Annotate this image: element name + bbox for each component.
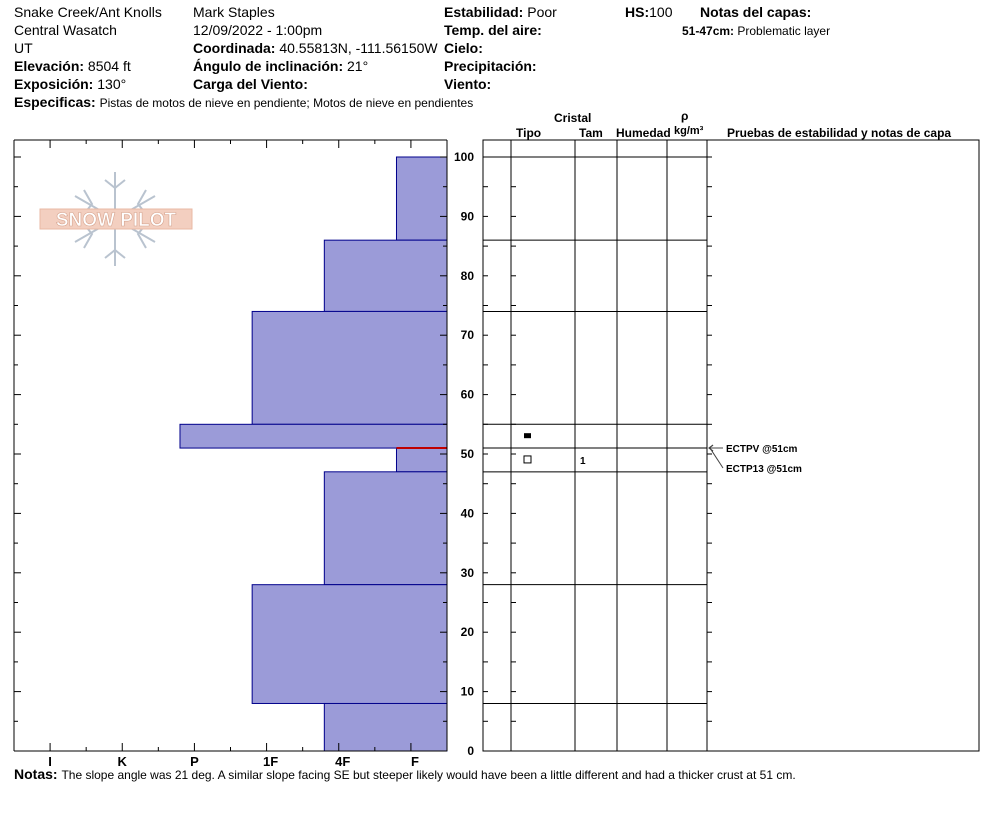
coordinates-row: Coordinada: 40.55813N, -111.56150W [193,40,438,56]
elevation-row: Elevación: 8504 ft [14,58,131,74]
stability-test-label-1: ECTP13 @51cm [726,464,802,475]
layer-note-row: 51-47cm: Problematic layer [682,23,830,39]
coordinates-value: 40.55813N, -111.56150W [279,40,438,56]
col-density-unit: kg/m³ [674,125,704,137]
grain-symbol-filled-square [524,433,531,439]
layer-note-depth: 51-47cm: [682,24,735,38]
specifics-label: Especificas: [14,94,96,110]
wind-label: Viento: [444,76,492,92]
coordinates-label: Coordinada: [193,40,276,56]
depth-label-90: 90 [461,209,475,223]
elevation-label: Elevación: [14,58,85,74]
precipitation-label: Precipitación: [444,58,537,74]
depth-label-80: 80 [461,269,475,283]
slope-angle-label: Ángulo de inclinación: [193,58,344,74]
air-temp-label: Temp. del aire: [444,22,542,38]
depth-label-70: 70 [461,328,475,342]
logo-wordmark: SNOW PILOT [56,210,177,231]
mountain-range: Central Wasatch [14,22,117,38]
specifics-value: Pistas de motos de nieve en pendiente; M… [99,96,474,110]
hardness-bar-6 [251,584,448,704]
depth-label-10: 10 [461,685,475,699]
specifics-row: Especificas: Pistas de motos de nieve en… [14,94,473,111]
depth-label-20: 20 [461,625,475,639]
depth-label-100: 100 [454,150,474,164]
hardness-axis: I K P 1F 4F F [48,140,419,769]
col-tipo: Tipo [516,126,542,140]
hardness-tick-label-I: I [48,754,52,769]
stability-label: Estabilidad: [444,4,524,20]
grain-symbol-open-square [523,455,532,464]
hardness-bar-0 [395,156,448,241]
arrow-head-icon [708,444,714,452]
snowpilot-logo-text: SNOW PILOT [39,208,193,231]
datetime: 12/09/2022 - 1:00pm [193,22,323,38]
location: Snake Creek/Ant Knolls [14,4,162,20]
col-rho: ρ [681,109,689,123]
hardness-bar-4 [395,447,448,473]
hardness-bar-1 [323,239,448,312]
notes-label: Notas: [14,766,58,782]
hardness-bar-3 [179,423,448,449]
hardness-tick-label-4F: 4F [335,754,350,769]
observer: Mark Staples [193,4,275,20]
depth-label-60: 60 [461,388,475,402]
depth-axis: 0 10 20 30 40 50 60 70 80 90 100 [14,150,474,758]
hardness-tick-label-P: P [190,754,199,769]
notes-value: The slope angle was 21 deg. A similar sl… [61,768,796,782]
crystal-table: 1 [482,139,980,752]
col-humedad: Humedad [616,126,671,140]
depth-label-0: 0 [467,744,474,758]
slope-angle-row: Ángulo de inclinación: 21° [193,58,368,74]
stability-test-arrow-1 [709,447,724,469]
hs-row: HS:100 [625,4,672,20]
depth-label-40: 40 [461,506,475,520]
hs-label: HS: [625,4,650,20]
hardness-tick-label-F: F [411,754,419,769]
col-cristal: Cristal [554,111,592,125]
hardness-bar-7 [323,702,448,752]
hardness-tick-label-K: K [118,754,128,769]
stability-test-label-0: ECTPV @51cm [726,444,798,455]
stability-value: Poor [527,4,557,20]
wind-load-label: Carga del Viento: [193,76,308,92]
state: UT [14,40,33,56]
hardness-profile [179,156,448,752]
layer-notes-label: Notas del capas: [700,4,812,20]
slope-angle-value: 21° [347,58,369,74]
hardness-tick-label-1F: 1F [263,754,278,769]
col-tam: Tam [579,126,603,140]
notes-row: Notas: The slope angle was 21 deg. A sim… [14,766,796,783]
elevation-value: 8504 ft [87,58,131,74]
sky-label: Cielo: [444,40,483,56]
hardness-bar-2 [251,310,448,425]
stability-row: Estabilidad: Poor [444,4,557,20]
exposure-label: Exposición: [14,76,94,92]
table-frame [482,139,980,752]
layer-note-text: Problematic layer [737,24,831,38]
hs-value: 100 [649,4,673,20]
hardness-bar-5 [323,471,448,586]
stability-test-results: ECTPV @51cm ECTP13 @51cm [708,444,802,475]
depth-label-30: 30 [461,566,475,580]
exposure-value: 130° [97,76,127,92]
grain-size-value: 1 [580,456,586,467]
exposure-row: Exposición: 130° [14,76,126,92]
depth-label-50: 50 [461,447,475,461]
col-stability-tests: Pruebas de estabilidad y notas de capa [727,126,952,140]
